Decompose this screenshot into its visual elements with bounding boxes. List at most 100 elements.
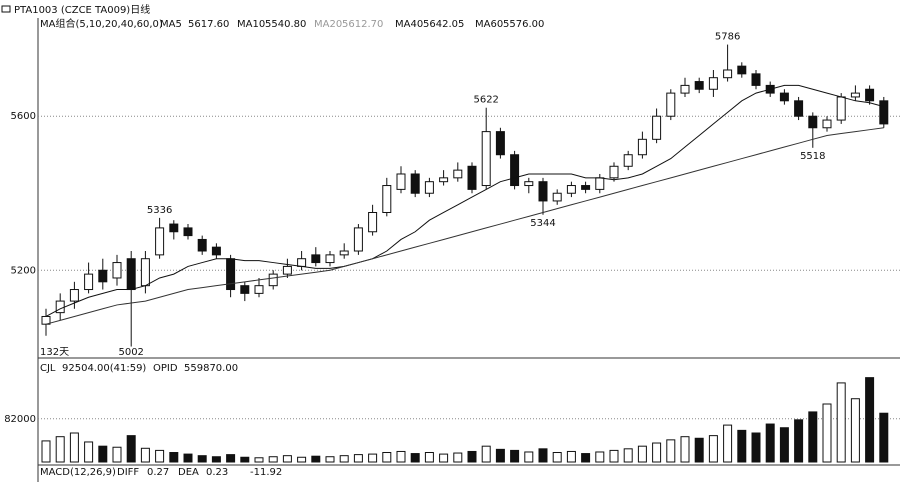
volume-bar bbox=[254, 457, 264, 463]
candle-body bbox=[779, 92, 789, 102]
candle-body bbox=[126, 258, 136, 291]
high-label: 5786 bbox=[715, 32, 740, 43]
candle-body bbox=[311, 254, 321, 264]
candle-body bbox=[98, 269, 108, 283]
high-label: 5622 bbox=[473, 95, 498, 106]
candle-body bbox=[112, 262, 122, 279]
volume-bar bbox=[140, 447, 150, 463]
volume-bar bbox=[609, 449, 619, 463]
volume-bar bbox=[751, 432, 761, 463]
volume-bar bbox=[595, 451, 605, 463]
candle-body bbox=[879, 100, 889, 125]
candle-body bbox=[140, 258, 150, 287]
volume-bar bbox=[794, 419, 804, 463]
legend-value: 5612.70 bbox=[342, 19, 383, 30]
candle-body bbox=[353, 227, 363, 252]
legend-name: MA10 bbox=[237, 19, 265, 30]
volume-bar bbox=[865, 377, 875, 463]
volume-bar bbox=[552, 452, 562, 463]
legend-value: 5576.00 bbox=[503, 19, 544, 30]
legend-name: MA20 bbox=[314, 19, 342, 30]
volume-bar bbox=[155, 449, 165, 463]
candle-body bbox=[680, 84, 690, 94]
volume-bar bbox=[297, 456, 307, 463]
volume-bar bbox=[623, 448, 633, 463]
volume-bar bbox=[708, 435, 718, 463]
volume-bar bbox=[112, 446, 122, 463]
candle-body bbox=[495, 131, 505, 156]
candle-body bbox=[538, 181, 548, 202]
macd-value: -11.92 bbox=[250, 467, 282, 478]
volume-bar bbox=[169, 452, 179, 463]
macd-label: MACD(12,26,9) bbox=[40, 467, 116, 478]
volume-bar bbox=[680, 436, 690, 463]
candle-body bbox=[424, 181, 434, 194]
menu-icon[interactable] bbox=[1, 5, 11, 13]
candle-body bbox=[666, 92, 676, 117]
volume-bar bbox=[55, 436, 65, 463]
diff-label: DIFF bbox=[117, 467, 139, 478]
y-tick-label: 5600 bbox=[11, 111, 36, 122]
candle-body bbox=[69, 289, 79, 302]
candle-body bbox=[282, 265, 292, 275]
volume-bar bbox=[879, 412, 889, 463]
volume-bar bbox=[850, 398, 860, 463]
period-label: 132天 bbox=[40, 347, 69, 358]
volume-bar bbox=[69, 432, 79, 463]
volume-bar bbox=[737, 429, 747, 463]
candle-body bbox=[794, 100, 804, 117]
low-label: 5518 bbox=[800, 151, 825, 162]
volume-bar bbox=[197, 455, 207, 463]
candle-body bbox=[836, 96, 846, 121]
chart-title: PTA1003 (CZCE TA009)日线 bbox=[14, 3, 150, 16]
volume-reading: 92504.00(41:59) bbox=[62, 363, 146, 374]
candle-body bbox=[155, 227, 165, 256]
legend-name: MA60 bbox=[475, 19, 503, 30]
low-label: 5002 bbox=[118, 347, 143, 358]
volume-bar bbox=[481, 445, 491, 463]
dea-label: DEA bbox=[178, 467, 199, 478]
legend-name: MA5 bbox=[160, 19, 182, 30]
ma-line bbox=[45, 84, 884, 317]
candle-body bbox=[808, 115, 818, 129]
candle-body bbox=[55, 300, 65, 314]
volume-bar bbox=[396, 450, 406, 463]
volume-bar bbox=[779, 427, 789, 463]
low-label: 5344 bbox=[530, 218, 555, 229]
candle-body bbox=[566, 185, 576, 194]
candle-body bbox=[723, 69, 733, 79]
candle-body bbox=[623, 154, 633, 167]
volume-bar bbox=[524, 451, 534, 463]
volume-bar bbox=[836, 382, 846, 463]
candle-body bbox=[637, 138, 647, 156]
volume-bar bbox=[126, 435, 136, 463]
candle-body bbox=[751, 73, 761, 86]
candle-body bbox=[595, 177, 605, 190]
volume-bar bbox=[495, 448, 505, 463]
volume-bar bbox=[424, 452, 434, 463]
volume-label: CJL bbox=[40, 363, 56, 374]
candle-body bbox=[396, 173, 406, 190]
candle-body bbox=[865, 88, 875, 102]
volume-bar bbox=[566, 450, 576, 463]
volume-bar bbox=[808, 411, 818, 463]
volume-bar bbox=[666, 439, 676, 463]
candle-body bbox=[410, 173, 420, 194]
candle-body bbox=[652, 115, 662, 140]
volume-bar bbox=[368, 453, 378, 463]
candle-body bbox=[694, 81, 704, 90]
legend-value: 5617.60 bbox=[188, 19, 229, 30]
candle-body bbox=[169, 223, 179, 233]
legend-value: 5540.80 bbox=[265, 19, 306, 30]
volume-bar bbox=[98, 445, 108, 463]
volume-bar bbox=[410, 453, 420, 463]
candle-body bbox=[737, 65, 747, 75]
volume-bar bbox=[581, 453, 591, 463]
volume-bar bbox=[637, 445, 647, 463]
volume-bar bbox=[765, 423, 775, 463]
volume-bar bbox=[268, 456, 278, 463]
candle-body bbox=[226, 258, 236, 291]
candle-body bbox=[183, 227, 193, 237]
volume-bar bbox=[652, 442, 662, 463]
dea-value: 0.23 bbox=[206, 467, 228, 478]
